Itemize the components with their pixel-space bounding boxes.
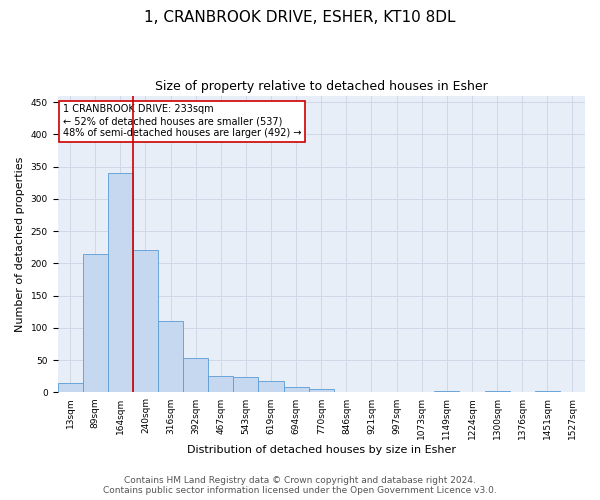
X-axis label: Distribution of detached houses by size in Esher: Distribution of detached houses by size … — [187, 445, 456, 455]
Bar — [183, 358, 208, 392]
Bar — [535, 390, 560, 392]
Bar — [83, 254, 108, 392]
Bar — [208, 376, 233, 392]
Bar — [133, 250, 158, 392]
Bar — [158, 322, 183, 392]
Y-axis label: Number of detached properties: Number of detached properties — [15, 156, 25, 332]
Bar — [233, 377, 259, 392]
Title: Size of property relative to detached houses in Esher: Size of property relative to detached ho… — [155, 80, 488, 93]
Bar — [259, 382, 284, 392]
Bar — [434, 390, 460, 392]
Bar — [284, 386, 309, 392]
Bar — [58, 383, 83, 392]
Bar — [485, 390, 509, 392]
Text: Contains HM Land Registry data © Crown copyright and database right 2024.
Contai: Contains HM Land Registry data © Crown c… — [103, 476, 497, 495]
Bar — [309, 388, 334, 392]
Bar — [108, 173, 133, 392]
Text: 1 CRANBROOK DRIVE: 233sqm
← 52% of detached houses are smaller (537)
48% of semi: 1 CRANBROOK DRIVE: 233sqm ← 52% of detac… — [63, 104, 301, 138]
Text: 1, CRANBROOK DRIVE, ESHER, KT10 8DL: 1, CRANBROOK DRIVE, ESHER, KT10 8DL — [144, 10, 456, 25]
